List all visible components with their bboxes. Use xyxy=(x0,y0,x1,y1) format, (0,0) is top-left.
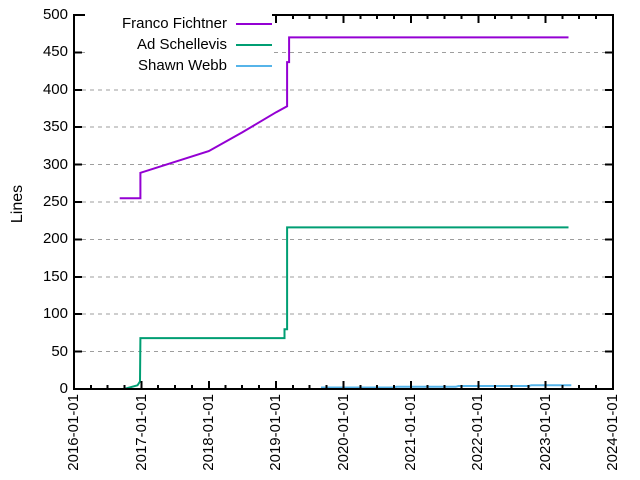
y-tick-label: 100 xyxy=(42,305,68,323)
x-tick-label: 2020-01-01 xyxy=(334,394,352,471)
x-tick-label: 2017-01-01 xyxy=(132,394,150,471)
y-tick-label: 500 xyxy=(42,6,68,23)
x-tick-label: 2022-01-01 xyxy=(469,394,487,471)
y-tick-label: 150 xyxy=(42,267,68,285)
legend-label: Ad Schellevis xyxy=(136,36,227,53)
y-tick-label: 300 xyxy=(42,155,68,173)
legend-line-sample-icon xyxy=(236,22,272,25)
legend-item-franco-fichtner: Franco Fichtner xyxy=(85,13,272,34)
legend-item-shawn-webb: Shawn Webb xyxy=(85,55,272,76)
x-tick-label: 2018-01-01 xyxy=(199,394,217,471)
x-tick-label: 2024-01-01 xyxy=(604,394,621,471)
y-tick-label: 250 xyxy=(42,193,68,210)
x-tick-label: 2019-01-01 xyxy=(267,394,285,471)
x-tick-label: 2021-01-01 xyxy=(402,394,419,471)
x-tick-label: 2016-01-01 xyxy=(65,394,82,471)
legend-line-sample-icon xyxy=(236,64,272,67)
y-tick-label: 0 xyxy=(59,380,68,397)
y-tick-label: 400 xyxy=(42,80,68,98)
y-axis-title: Lines xyxy=(9,184,26,224)
legend-item-ad-schellevis: Ad Schellevis xyxy=(85,34,272,55)
y-tick-label: 50 xyxy=(51,342,68,360)
x-tick-label: 2023-01-01 xyxy=(536,394,554,471)
y-tick-label: 350 xyxy=(42,118,68,136)
legend-label: Franco Fichtner xyxy=(121,15,227,32)
y-tick-label: 450 xyxy=(42,43,68,61)
legend: Franco Fichtner Ad Schellevis Shawn Webb xyxy=(85,13,272,76)
y-tick-label: 200 xyxy=(42,230,68,248)
legend-line-sample-icon xyxy=(236,43,272,46)
legend-label: Shawn Webb xyxy=(138,57,227,74)
